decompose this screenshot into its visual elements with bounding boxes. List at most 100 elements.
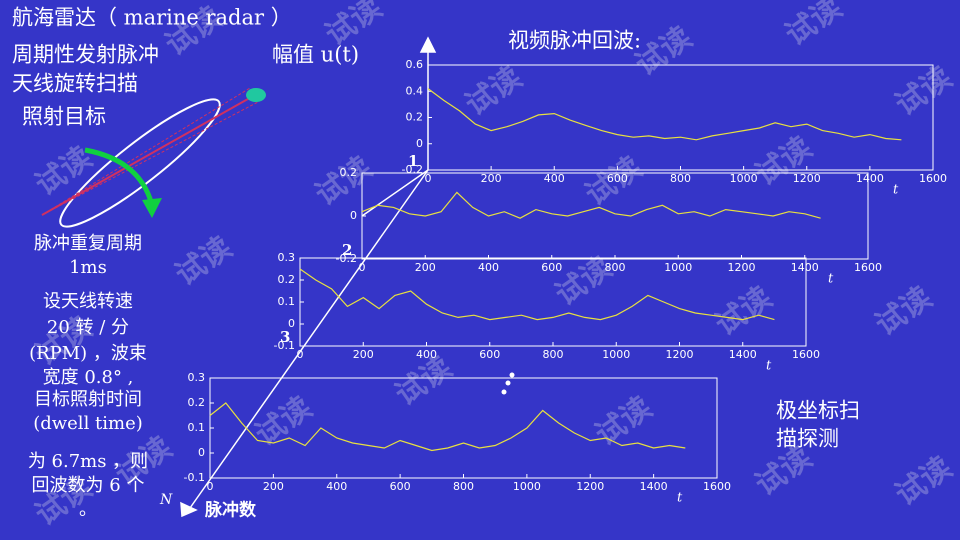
x-tick-label: 1600 xyxy=(792,348,820,361)
x-tick-label: 0 xyxy=(207,480,214,493)
y-tick-label: 0.6 xyxy=(406,58,424,71)
y-tick-label: 0.2 xyxy=(406,111,424,124)
watermark: 试读 xyxy=(779,0,848,53)
x-tick-label: 400 xyxy=(416,348,437,361)
x-tick-label: 200 xyxy=(263,480,284,493)
left-text-line: 脉冲重复周期 xyxy=(34,233,142,254)
x-tick-label: 400 xyxy=(326,480,347,493)
left-text-line: 。 xyxy=(79,499,97,520)
x-tick-label: 600 xyxy=(607,172,628,185)
pulse-index: 1 xyxy=(408,152,418,170)
x-tick-label: 1600 xyxy=(919,172,947,185)
x-tick-label: 1200 xyxy=(576,480,604,493)
pulse-index: 2 xyxy=(342,241,352,259)
x-tick-label: 1200 xyxy=(666,348,694,361)
x-tick-label: 600 xyxy=(390,480,411,493)
left-text-line: 目标照射时间 xyxy=(34,389,142,410)
watermark: 试读 xyxy=(589,390,658,453)
x-tick-label: 1200 xyxy=(793,172,821,185)
x-tick-label: 400 xyxy=(478,261,499,274)
polar-text: 描探测 xyxy=(776,427,839,451)
watermark: 试读 xyxy=(249,390,318,453)
x-tick-label: 0 xyxy=(359,261,366,274)
pulse-axis-symbol: N xyxy=(159,492,173,508)
x-tick-label: 1400 xyxy=(640,480,668,493)
x-tick-label: 0 xyxy=(425,172,432,185)
y-tick-label: 0 xyxy=(350,209,357,222)
x-tick-label: 200 xyxy=(481,172,502,185)
left-text-line: 20 转 / 分 xyxy=(47,317,129,338)
x-tick-label: 800 xyxy=(453,480,474,493)
left-text-line: (RPM) ，波束 xyxy=(29,343,147,364)
x-axis-label: t xyxy=(677,491,683,506)
x-axis-label: t xyxy=(893,183,899,198)
left-text-line: 周期性发射脉冲 xyxy=(12,43,159,67)
watermark: 试读 xyxy=(889,60,958,123)
echo-title: 视频脉冲回波: xyxy=(508,29,641,53)
x-tick-label: 1400 xyxy=(856,172,884,185)
x-tick-label: 600 xyxy=(541,261,562,274)
echo-trace xyxy=(299,268,775,321)
x-tick-label: 200 xyxy=(353,348,374,361)
y-tick-label: 0.2 xyxy=(278,273,296,286)
watermark: 试读 xyxy=(709,280,778,343)
watermark: 试读 xyxy=(889,450,958,513)
y-tick-label: 0.3 xyxy=(278,251,296,264)
left-text-line: 设天线转速 xyxy=(43,291,133,312)
y-tick-label: 0.1 xyxy=(188,421,206,434)
amplitude-label: 幅值 u(t) xyxy=(272,43,359,67)
x-tick-label: 1000 xyxy=(730,172,758,185)
x-tick-label: 1400 xyxy=(791,261,819,274)
x-tick-label: 200 xyxy=(415,261,436,274)
antenna-sketch xyxy=(41,87,266,228)
left-text-line: (dwell time) xyxy=(33,413,143,434)
x-tick-label: 600 xyxy=(479,348,500,361)
y-tick-label: 0.1 xyxy=(278,295,296,308)
left-text-line: 照射目标 xyxy=(22,105,106,129)
ellipsis-dots xyxy=(501,372,515,395)
x-tick-label: 800 xyxy=(605,261,626,274)
left-text-line: 天线旋转扫描 xyxy=(12,72,138,96)
y-tick-label: 0 xyxy=(416,137,423,150)
y-tick-label: -0.1 xyxy=(274,339,295,352)
left-text-line: 回波数为 6 个 xyxy=(32,475,145,496)
polar-text: 极坐标扫 xyxy=(776,399,860,423)
y-tick-label: 0 xyxy=(198,446,205,459)
x-tick-label: 400 xyxy=(544,172,565,185)
echo-trace xyxy=(361,191,821,219)
y-tick-label: 0.2 xyxy=(188,396,206,409)
y-tick-label: -0.1 xyxy=(184,471,205,484)
x-tick-label: 1600 xyxy=(703,480,731,493)
watermark: 试读 xyxy=(169,230,238,293)
left-text-line: 1ms xyxy=(69,257,107,278)
x-tick-label: 1000 xyxy=(513,480,541,493)
x-axis-label: t xyxy=(828,272,834,287)
watermark: 试读 xyxy=(869,280,938,343)
x-tick-label: 1000 xyxy=(602,348,630,361)
x-tick-label: 0 xyxy=(297,348,304,361)
y-tick-label: 0 xyxy=(288,317,295,330)
x-tick-label: 800 xyxy=(543,348,564,361)
left-text-line: 为 6.7ms ，则 xyxy=(28,451,148,472)
slide-title: 航海雷达（ marine radar ） xyxy=(12,6,292,30)
x-tick-label: 1600 xyxy=(854,261,882,274)
x-tick-label: 1000 xyxy=(664,261,692,274)
pulse-axis-label: 脉冲数 xyxy=(204,500,257,521)
watermark: 试读 xyxy=(459,60,528,123)
left-text-line: 宽度 0.8° , xyxy=(43,367,134,388)
x-tick-label: 1200 xyxy=(728,261,756,274)
echo-trace xyxy=(209,402,686,452)
echo-trace xyxy=(427,88,902,141)
y-tick-label: 0.3 xyxy=(188,371,206,384)
y-tick-label: 0.2 xyxy=(340,166,358,179)
pulse-index: 3 xyxy=(280,328,290,346)
watermark: 试读 xyxy=(309,150,378,213)
charts: 0 200 400 600 800 1000 1200 1400 1600-0.200.20.4… xyxy=(184,58,947,506)
x-axis-label: t xyxy=(766,359,772,374)
x-tick-label: 1400 xyxy=(729,348,757,361)
y-tick-label: 0.4 xyxy=(406,84,424,97)
x-tick-label: 800 xyxy=(670,172,691,185)
